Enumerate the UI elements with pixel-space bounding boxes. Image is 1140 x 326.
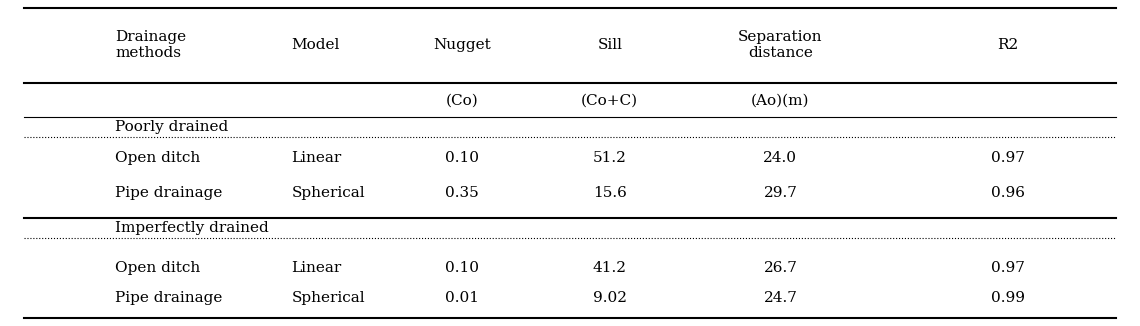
Text: Spherical: Spherical [292, 186, 365, 200]
Text: (Ao)(m): (Ao)(m) [751, 94, 809, 108]
Text: 41.2: 41.2 [593, 261, 627, 275]
Text: 24.7: 24.7 [764, 291, 797, 305]
Text: R2: R2 [998, 38, 1018, 52]
Text: 29.7: 29.7 [764, 186, 797, 200]
Text: (Co): (Co) [446, 94, 479, 108]
Text: 0.96: 0.96 [991, 186, 1025, 200]
Text: 0.10: 0.10 [445, 261, 479, 275]
Text: 0.01: 0.01 [445, 291, 479, 305]
Text: Open ditch: Open ditch [115, 261, 201, 275]
Text: 0.97: 0.97 [991, 151, 1025, 165]
Text: 24.0: 24.0 [764, 151, 797, 165]
Text: Imperfectly drained: Imperfectly drained [115, 221, 269, 235]
Text: (Co+C): (Co+C) [581, 94, 638, 108]
Text: 0.99: 0.99 [991, 291, 1025, 305]
Text: Linear: Linear [292, 261, 342, 275]
Text: Sill: Sill [597, 38, 622, 52]
Text: Separation
distance: Separation distance [738, 30, 823, 61]
Text: 9.02: 9.02 [593, 291, 627, 305]
Text: 26.7: 26.7 [764, 261, 797, 275]
Text: Pipe drainage: Pipe drainage [115, 291, 222, 305]
Text: Poorly drained: Poorly drained [115, 120, 228, 134]
Text: 0.97: 0.97 [991, 261, 1025, 275]
Text: 0.35: 0.35 [445, 186, 479, 200]
Text: 15.6: 15.6 [593, 186, 627, 200]
Text: 51.2: 51.2 [593, 151, 627, 165]
Text: 0.10: 0.10 [445, 151, 479, 165]
Text: Open ditch: Open ditch [115, 151, 201, 165]
Text: Drainage
methods: Drainage methods [115, 30, 186, 61]
Text: Spherical: Spherical [292, 291, 365, 305]
Text: Nugget: Nugget [433, 38, 491, 52]
Text: Model: Model [292, 38, 340, 52]
Text: Linear: Linear [292, 151, 342, 165]
Text: Pipe drainage: Pipe drainage [115, 186, 222, 200]
